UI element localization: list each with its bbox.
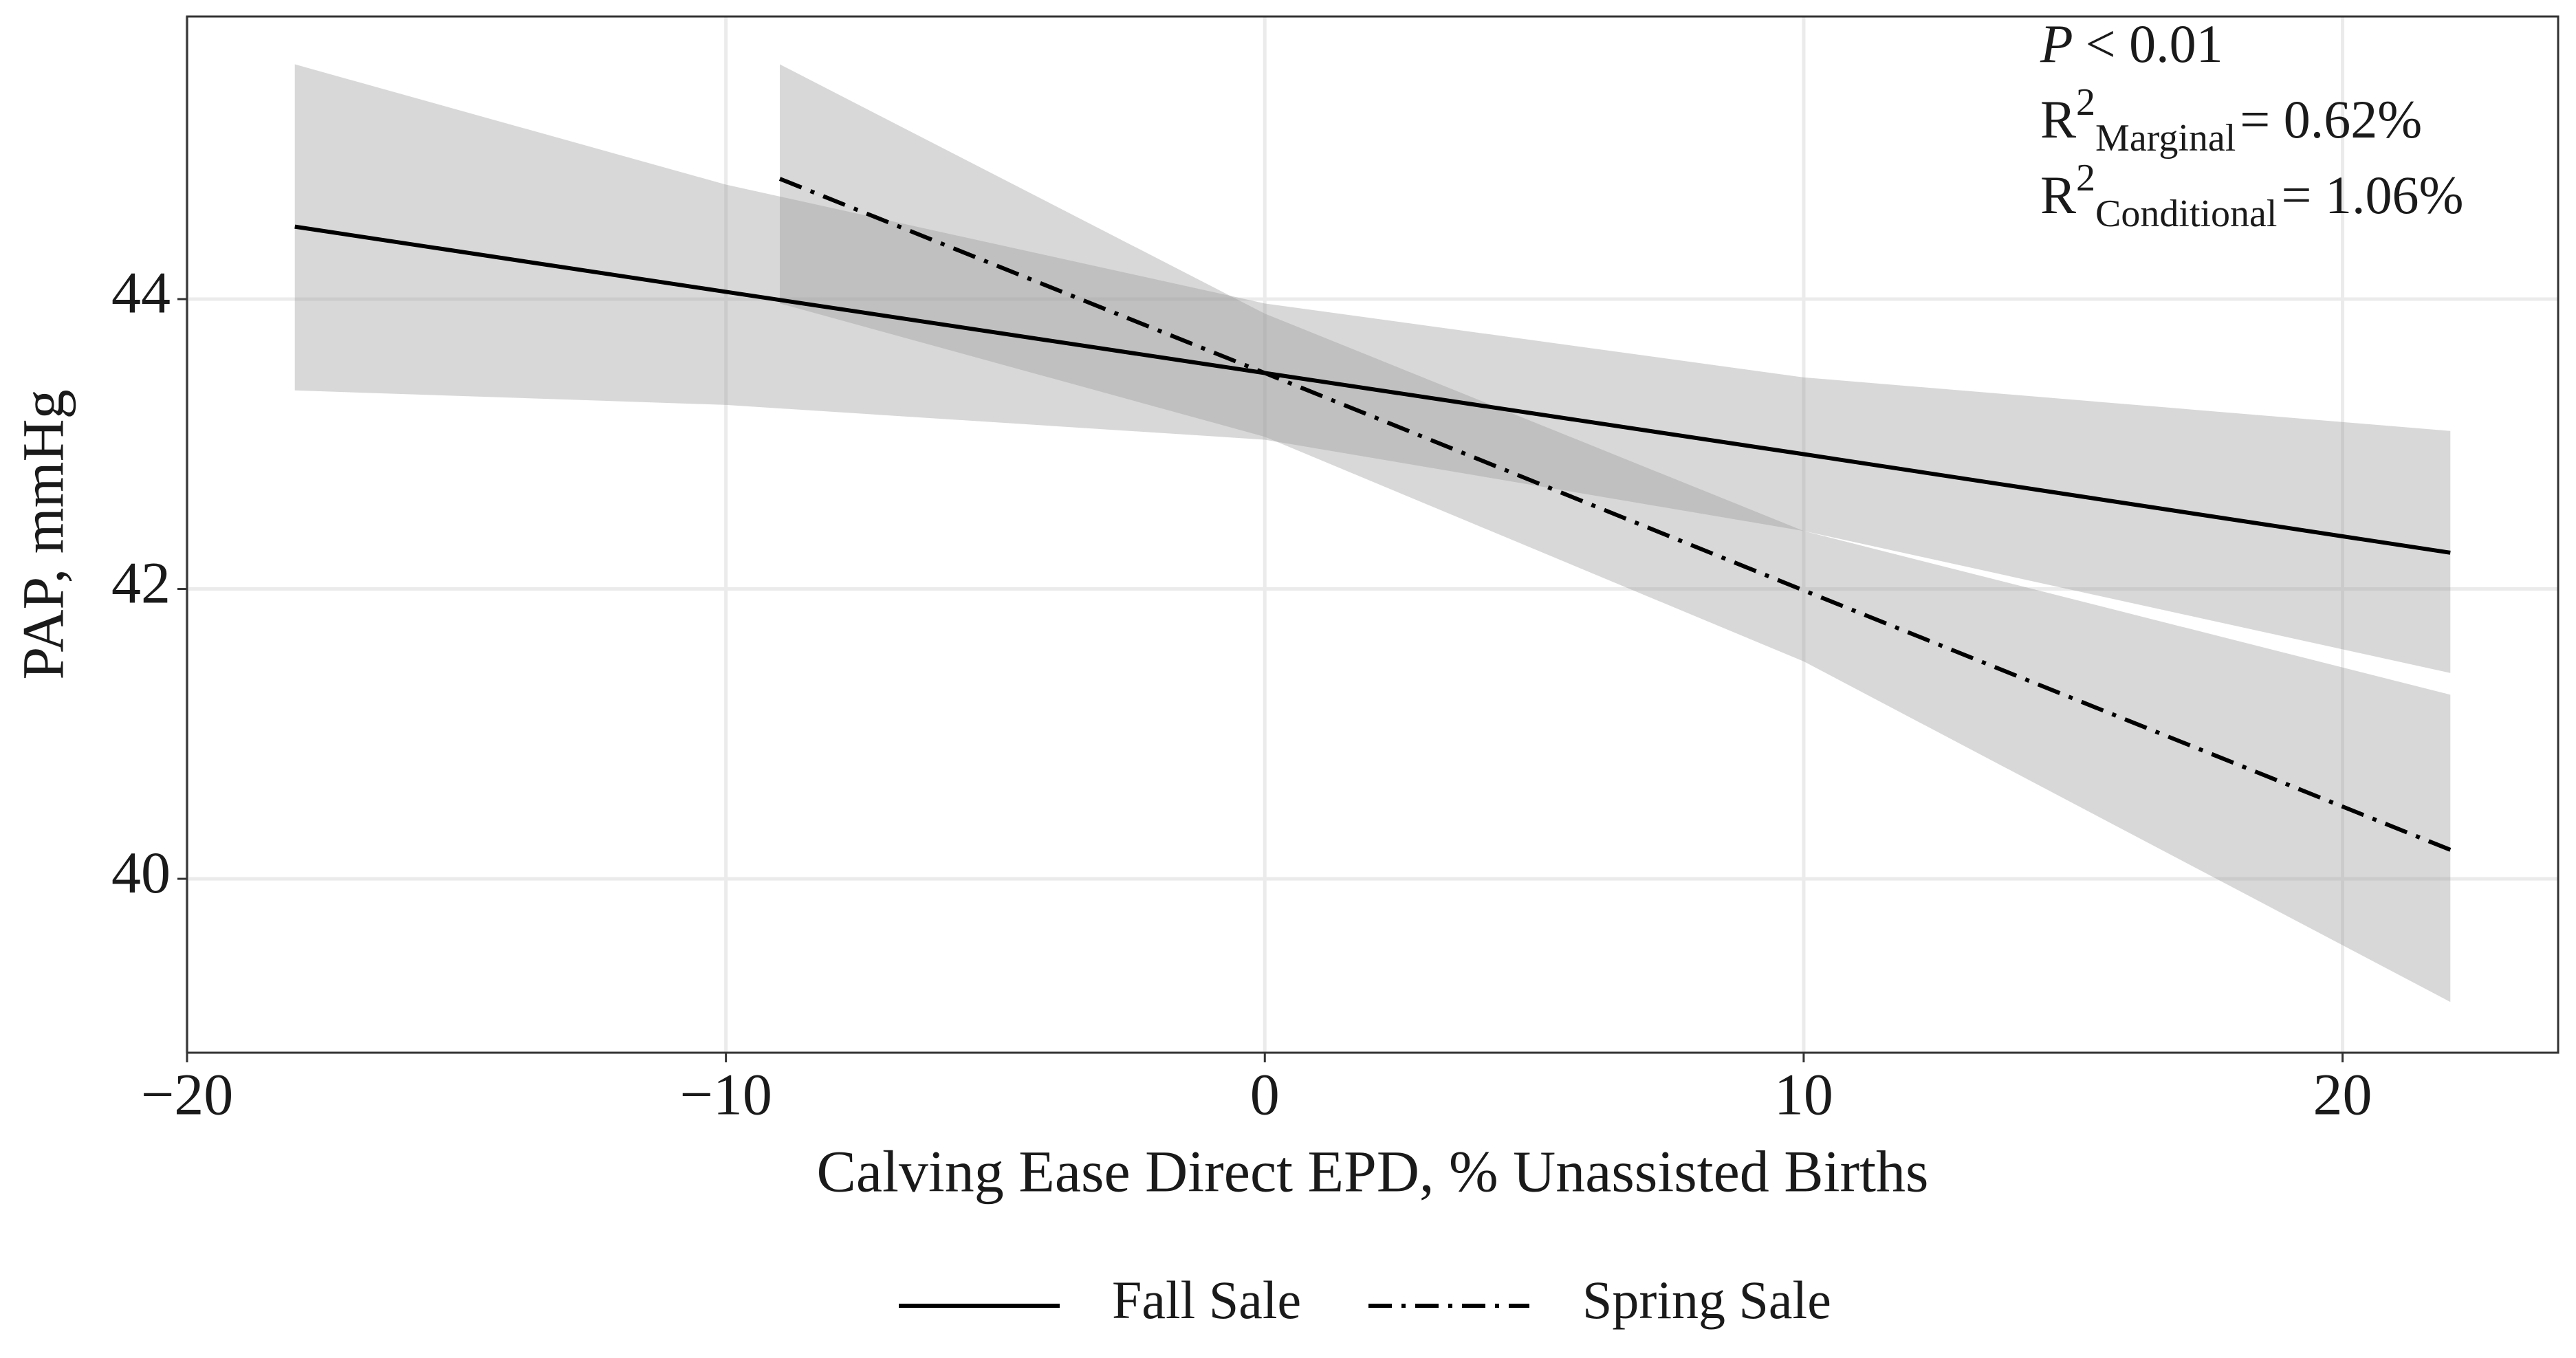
x-tick-label: 0 (1250, 1062, 1280, 1128)
annotation-text: = 1.06% (2281, 165, 2463, 225)
annotation-sup: 2 (2076, 157, 2095, 199)
legend-label: Fall Sale (1112, 1270, 1301, 1330)
annotation-sup: 2 (2076, 81, 2095, 124)
line (778, 177, 2452, 852)
annotation: R2Marginal= 0.62% (2040, 81, 2422, 160)
annotation: P < 0.01 (2040, 14, 2223, 74)
y-tick-label: 42 (111, 549, 171, 615)
annotation-text: < 0.01 (2086, 14, 2223, 74)
x-tick-label: 10 (1774, 1062, 1833, 1128)
x-tick-label: −10 (679, 1062, 772, 1128)
x-tick-label: 20 (2313, 1062, 2372, 1128)
y-tick-label: 44 (111, 260, 171, 326)
annotation-symbol: R (2040, 165, 2076, 225)
legend-label: Spring Sale (1582, 1270, 1831, 1330)
confidence-band (780, 64, 2451, 1003)
confidence-band (294, 64, 2451, 673)
x-tick-label: −20 (141, 1062, 234, 1128)
y-tick-label: 40 (111, 840, 171, 906)
plot-border (186, 15, 2559, 1054)
annotation-symbol: P (2040, 14, 2073, 74)
y-axis-title: PAP, mmHg (10, 389, 76, 679)
annotation-sub: Conditional (2095, 193, 2277, 235)
annotation-symbol: R (2040, 89, 2076, 149)
annotation: R2Conditional= 1.06% (2040, 157, 2463, 235)
annotation-text: = 0.62% (2240, 89, 2422, 149)
x-axis-title: Calving Ease Direct EPD, % Unassisted Bi… (816, 1139, 1928, 1205)
annotation-sub: Marginal (2095, 117, 2236, 160)
